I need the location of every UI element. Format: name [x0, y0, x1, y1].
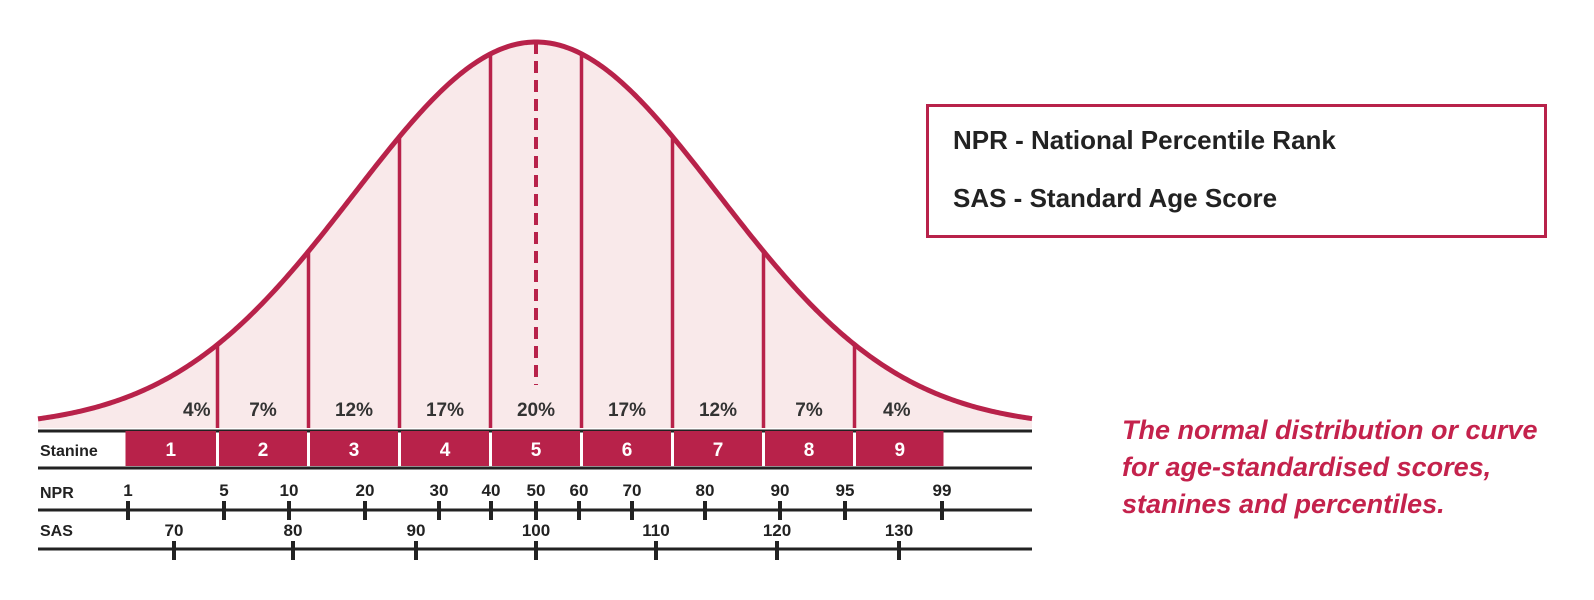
stanine-percent-label: 4% — [183, 400, 211, 421]
stanine-box — [310, 431, 398, 466]
stanine-percent-label: 4% — [883, 400, 911, 421]
stanine-percent-label: 17% — [426, 400, 464, 421]
sas-tick-label: 80 — [284, 521, 303, 540]
stanine-box — [583, 431, 671, 466]
sas-tick-label: 120 — [763, 521, 791, 540]
stanine-box — [401, 431, 489, 466]
sas-tick-label: 130 — [885, 521, 913, 540]
stanine-number: 4 — [440, 440, 451, 461]
sas-tick-label: 100 — [522, 521, 550, 540]
npr-tick-label: 90 — [771, 481, 790, 500]
stanine-box — [125, 431, 216, 466]
stanine-box — [765, 431, 853, 466]
sas-tick-label: 110 — [642, 521, 669, 540]
legend-box: NPR - National Percentile Rank SAS - Sta… — [926, 104, 1547, 238]
npr-ticks: 1 5 10 20 30 40 50 60 70 80 90 95 99 — [123, 481, 951, 520]
npr-row-label: NPR — [40, 485, 74, 502]
stanine-number: 9 — [894, 440, 905, 461]
stanine-box — [492, 431, 580, 466]
npr-tick-label: 60 — [570, 481, 589, 500]
stanine-number: 6 — [622, 440, 633, 461]
sas-row-label: SAS — [40, 523, 73, 540]
percent-labels: 4% 7% 12% 17% 20% 17% 12% 7% 4% — [183, 400, 911, 421]
npr-tick-label: 99 — [933, 481, 952, 500]
npr-tick-label: 5 — [219, 481, 228, 500]
legend-npr: NPR - National Percentile Rank — [953, 125, 1336, 155]
normal-distribution-diagram: 4% 7% 12% 17% 20% 17% 12% 7% 4% 1 2 3 4 5 6 7 8 9 1 5 10 20… — [37, 39, 1033, 560]
npr-tick-label: 80 — [696, 481, 715, 500]
npr-tick-label: 10 — [280, 481, 299, 500]
npr-tick-label: 20 — [356, 481, 375, 500]
stanine-number: 5 — [531, 440, 542, 461]
normal-curve — [37, 39, 1033, 422]
sas-ticks: 70 80 90 100 110 120 130 — [165, 521, 913, 560]
npr-tick-label: 1 — [123, 481, 132, 500]
stanine-box — [219, 431, 307, 466]
caption-text: The normal distribution or curve for age… — [1122, 415, 1538, 519]
stanine-number: 8 — [804, 440, 815, 461]
npr-tick-label: 50 — [527, 481, 546, 500]
stanine-number: 3 — [349, 440, 360, 461]
stanine-percent-label: 12% — [335, 400, 373, 421]
stanine-box — [674, 431, 762, 466]
stanine-boundaries — [215, 53, 857, 428]
npr-tick-label: 70 — [623, 481, 642, 500]
sas-tick-label: 70 — [165, 521, 184, 540]
stanine-number: 2 — [258, 440, 269, 461]
stanine-percent-label: 17% — [608, 400, 646, 421]
npr-tick-label: 30 — [430, 481, 449, 500]
stanine-percent-label: 7% — [795, 400, 823, 421]
stanine-number: 1 — [165, 440, 176, 461]
sas-tick-label: 90 — [407, 521, 426, 540]
stanine-percent-label: 7% — [249, 400, 277, 421]
npr-tick-label: 95 — [836, 481, 855, 500]
stanine-percent-label: 20% — [517, 400, 555, 421]
stanine-percent-label: 12% — [699, 400, 737, 421]
stanine-box — [856, 431, 944, 466]
stanine-bands: 1 2 3 4 5 6 7 8 9 — [125, 431, 944, 466]
stanine-number: 7 — [713, 440, 724, 461]
npr-tick-label: 40 — [482, 481, 501, 500]
stanine-row-label: Stanine — [40, 443, 98, 460]
legend-sas: SAS - Standard Age Score — [953, 183, 1278, 213]
